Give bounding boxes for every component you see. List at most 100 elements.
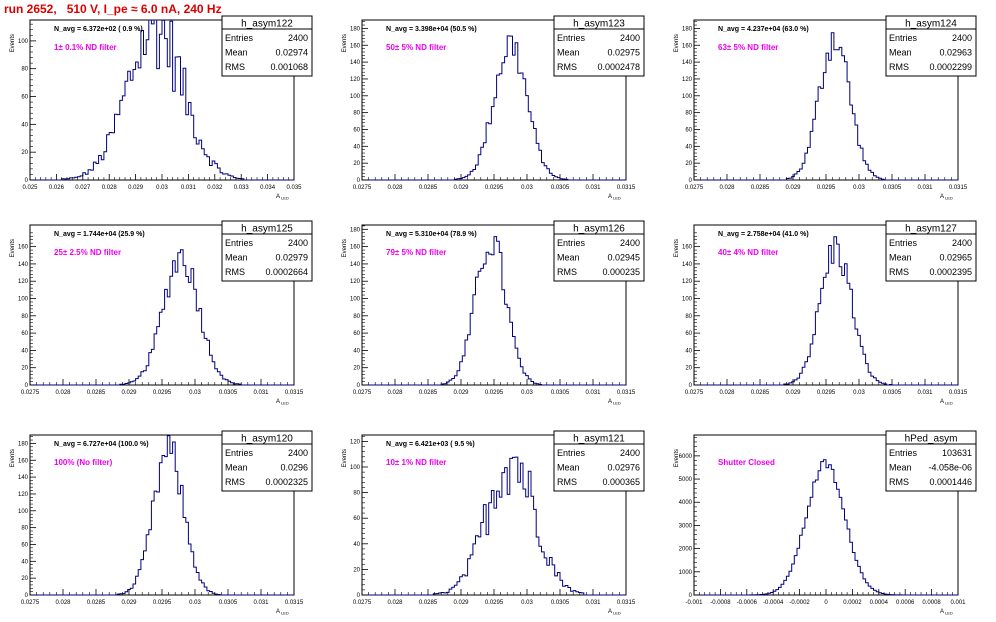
y-tick-label: 1000 (679, 570, 693, 576)
y-tick-label: 100 (350, 465, 361, 471)
y-tick-label: 40 (685, 348, 692, 354)
stats-value-rms: 0.0001446 (929, 477, 972, 487)
navg-label: N_avg = 5.310e+04 (78.9 %) (386, 231, 477, 238)
x-tick-label: 0.0295 (153, 600, 172, 606)
histogram-panel-h_asym123: 0.0275 0.028 0.0285 0.029 0.0295 0.03 0.0305 0.… (342, 15, 645, 201)
stats-box: h_asym126 Entries 2400 Mean 0.02945 RMS 0.0002… (553, 220, 645, 282)
y-tick-label: 60 (353, 516, 360, 522)
filter-label: 79± 5% ND filter (386, 248, 446, 257)
x-tick-label: 0.03 (521, 600, 533, 606)
y-tick-label: 100 (18, 509, 29, 515)
y-tick-label: 0 (689, 178, 693, 184)
stats-box-frame (553, 15, 645, 77)
x-axis-label: ALED (940, 194, 953, 201)
x-tick-label: 0.028 (387, 185, 403, 191)
stats-value-entries: 2400 (620, 33, 640, 43)
stats-label-rms: RMS (889, 62, 909, 72)
x-tick-label: 0.03 (853, 185, 865, 191)
x-tick-label: 0.03 (156, 185, 168, 191)
y-tick-label: 60 (353, 127, 360, 133)
x-axis-label: ALED (940, 399, 953, 406)
histogram-name: h_asym122 (241, 19, 293, 30)
stats-value-mean: 0.02976 (607, 463, 640, 473)
x-tick-label: 0.029 (121, 390, 137, 396)
x-tick-label: 0.0285 (419, 185, 438, 191)
stats-label-mean: Mean (557, 253, 580, 263)
y-tick-label: 100 (682, 297, 693, 303)
stats-label-mean: Mean (889, 253, 912, 263)
y-tick-label: 100 (350, 297, 361, 303)
stats-value-mean: 0.02975 (607, 48, 640, 58)
y-tick-label: 20 (685, 366, 692, 372)
stats-value-rms: 0.000365 (602, 477, 640, 487)
stats-label-entries: Entries (225, 448, 254, 458)
stats-label-entries: Entries (557, 448, 586, 458)
y-tick-label: 60 (685, 127, 692, 133)
histogram-panel-h_asym122: 0.025 0.026 0.027 0.028 0.029 0.03 0.031 0.032 0… (10, 15, 313, 201)
stats-value-rms: 0.0002478 (597, 62, 640, 72)
x-axis-label: ALED (276, 194, 289, 201)
y-axis-label: Events (342, 449, 348, 467)
filter-label: Shutter Closed (718, 458, 775, 467)
stats-value-entries: 2400 (620, 238, 640, 248)
y-axis-label: Events (342, 34, 348, 52)
stats-box-frame (221, 220, 313, 282)
stats-label-rms: RMS (557, 62, 577, 72)
x-tick-label: 0.0305 (551, 600, 570, 606)
y-tick-label: 0 (25, 178, 29, 184)
x-tick-label: 0.028 (719, 185, 735, 191)
y-tick-label: 40 (21, 122, 28, 128)
y-tick-label: 6000 (679, 454, 693, 460)
histogram-line (30, 19, 294, 181)
x-tick-label: 0.0295 (153, 390, 172, 396)
x-tick-label: -0.0006 (737, 600, 758, 606)
y-tick-label: 40 (353, 542, 360, 548)
stats-value-rms: 0.000235 (602, 267, 640, 277)
x-tick-label: 0.0295 (817, 185, 836, 191)
y-tick-label: 160 (682, 43, 693, 49)
x-axis-label: ALED (940, 609, 953, 616)
histogram-panel-h_asym127: 0.0275 0.028 0.0285 0.029 0.0295 0.03 0.0305 0.… (674, 220, 977, 406)
y-tick-label: 60 (21, 542, 28, 548)
stats-label-rms: RMS (889, 267, 909, 277)
x-tick-label: 0.03 (521, 390, 533, 396)
x-tick-label: -0.0004 (763, 600, 784, 606)
filter-label: 25± 2.5% ND filter (54, 248, 121, 257)
stats-box: h_asym127 Entries 2400 Mean 0.02965 RMS 0.0002… (885, 220, 977, 282)
x-tick-label: 0.0004 (870, 600, 889, 606)
y-tick-label: 80 (21, 314, 28, 320)
y-tick-label: 120 (18, 492, 29, 498)
histogram-line (30, 249, 294, 386)
histogram-panel-h_asym126: 0.0275 0.028 0.0285 0.029 0.0295 0.03 0.0305 0.… (342, 220, 645, 406)
stats-label-entries: Entries (557, 238, 586, 248)
stats-box: h_asym123 Entries 2400 Mean 0.02975 RMS 0.0002… (553, 15, 645, 77)
histogram-name: h_asym124 (905, 19, 957, 30)
stats-label-rms: RMS (557, 477, 577, 487)
navg-label: N_avg = 6.372e+02 ( 0.9 %) (54, 26, 143, 33)
y-tick-label: 20 (21, 366, 28, 372)
x-axis-label: ALED (608, 399, 621, 406)
histogram-panel-h_asym121: 0.0275 0.028 0.0285 0.029 0.0295 0.03 0.0305 0.… (342, 430, 645, 616)
stats-label-mean: Mean (889, 48, 912, 58)
stats-label-rms: RMS (225, 477, 245, 487)
x-tick-label: 0.033 (234, 185, 250, 191)
x-tick-label: 0.034 (260, 185, 276, 191)
y-tick-label: 3000 (679, 523, 693, 529)
histogram-name: h_asym120 (241, 434, 293, 445)
stats-value-mean: 0.0296 (280, 463, 308, 473)
y-tick-label: 20 (685, 161, 692, 167)
stats-label-rms: RMS (889, 477, 909, 487)
y-tick-label: 100 (18, 39, 29, 45)
stats-label-rms: RMS (557, 267, 577, 277)
stats-box-frame (885, 220, 977, 282)
x-tick-label: 0.026 (49, 185, 65, 191)
stats-value-entries: 2400 (620, 448, 640, 458)
y-axis-label: Events (342, 239, 348, 257)
x-tick-label: 0.028 (719, 390, 735, 396)
stats-label-entries: Entries (225, 33, 254, 43)
y-tick-label: 80 (353, 314, 360, 320)
histogram-name: h_asym121 (573, 434, 625, 445)
y-tick-label: 80 (685, 314, 692, 320)
x-tick-label: 0.028 (55, 600, 71, 606)
y-tick-label: 20 (21, 150, 28, 156)
